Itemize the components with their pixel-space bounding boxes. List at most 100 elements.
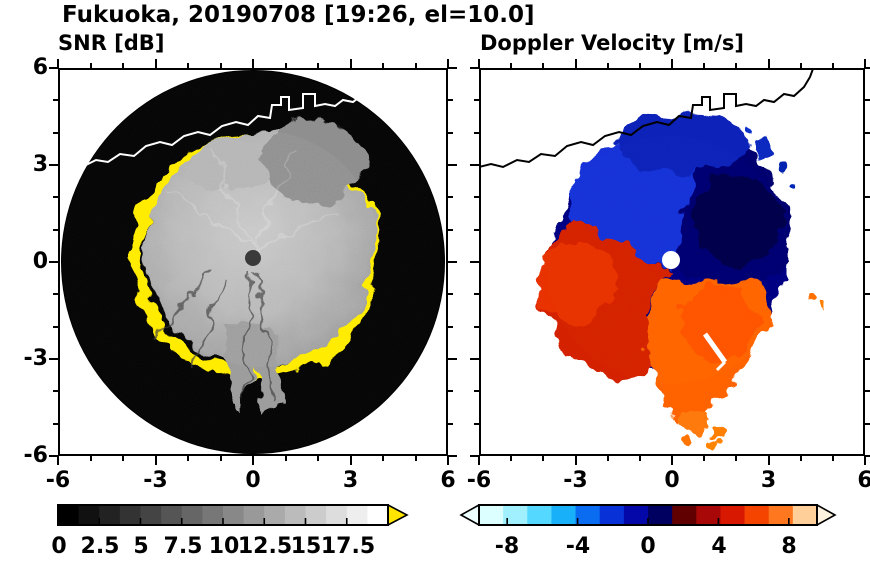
axis-tick (542, 456, 545, 461)
snr-radar-image (60, 70, 445, 454)
velocity-white-streak (702, 332, 728, 372)
colorbar-segment (503, 505, 528, 525)
axis-tick (865, 228, 870, 231)
axis-tick (865, 455, 870, 457)
axis-tick (187, 456, 189, 461)
axis-tick (474, 293, 479, 296)
colorbar-label: 8 (781, 534, 797, 559)
axis-tick (542, 63, 545, 68)
velocity-plot-frame (479, 68, 865, 456)
axis-tick (219, 456, 222, 461)
axis-tick (154, 456, 157, 465)
axis-tick (470, 164, 479, 166)
axis-tick (735, 456, 738, 461)
colorbar-segment (326, 505, 348, 525)
axis-tick (448, 131, 453, 134)
colorbar-segment (367, 505, 389, 525)
y-tick-label: 6 (32, 55, 48, 80)
colorbar-segment (479, 505, 504, 525)
velocity-orange-speck (806, 293, 816, 303)
axis-tick (735, 63, 738, 68)
colorbar-label: 15 (290, 534, 322, 559)
axis-tick (317, 456, 319, 461)
colorbar-segment (720, 505, 745, 525)
axis-tick (154, 59, 157, 68)
axis-tick (448, 164, 457, 166)
axis-tick (122, 456, 124, 461)
axis-tick (414, 456, 417, 461)
axis-tick (53, 390, 58, 393)
coastline-path (60, 70, 393, 169)
velocity-colorbar (459, 504, 837, 526)
y-tick-label: 0 (32, 249, 48, 274)
axis-tick (447, 59, 449, 68)
axis-tick (638, 456, 641, 461)
axis-tick (474, 325, 479, 328)
snr-overflow-arrow (387, 504, 409, 526)
colorbar-segment (119, 505, 141, 525)
axis-tick (831, 63, 834, 68)
x-tick-label: -3 (563, 468, 588, 493)
velocity-over-arrow (816, 504, 837, 526)
velocity-under-arrow (459, 504, 480, 526)
axis-tick (448, 390, 453, 393)
colorbar-segment (346, 505, 368, 525)
axis-tick (474, 131, 479, 134)
axis-tick (470, 455, 479, 457)
velocity-panel-title: Doppler Velocity [m/s] (480, 31, 744, 55)
axis-tick (474, 422, 479, 425)
x-tick-label: 0 (664, 468, 680, 493)
axis-tick (382, 63, 384, 68)
colorbar-segment (744, 505, 770, 525)
axis-tick (53, 99, 58, 102)
snr-echo-texture (143, 131, 379, 367)
velocity-blue-speck (775, 159, 787, 171)
axis-tick (606, 456, 609, 461)
velocity-blue-speck (753, 138, 773, 158)
velocity-blue-speck (744, 123, 754, 133)
colorbar-segment (140, 505, 162, 525)
colorbar-segment (527, 505, 552, 525)
colorbar-segment (161, 505, 183, 525)
axis-tick (284, 456, 287, 461)
axis-tick (53, 131, 58, 134)
axis-tick (671, 456, 673, 465)
axis-tick (252, 456, 254, 465)
axis-tick (122, 63, 124, 68)
axis-tick (49, 261, 58, 263)
axis-tick (865, 325, 870, 328)
axis-tick (865, 261, 870, 263)
coastline-path (481, 70, 814, 169)
colorbar-segment (768, 505, 794, 525)
colorbar-segment (599, 505, 625, 525)
axis-tick (767, 456, 770, 465)
axis-tick (49, 455, 58, 457)
radar-origin-dot (662, 251, 680, 269)
colorbar-label: 0 (640, 534, 656, 559)
x-tick-label: -6 (45, 468, 71, 493)
axis-tick (382, 456, 384, 461)
axis-tick (448, 228, 453, 231)
axis-tick (865, 293, 870, 296)
axis-tick (799, 456, 802, 461)
axis-tick (448, 358, 457, 360)
colorbar-label: -4 (565, 534, 591, 559)
colorbar-segment (99, 505, 121, 525)
colorbar-label: 7.5 (163, 534, 203, 559)
velocity-blue-speck (789, 184, 797, 192)
axis-tick (703, 456, 706, 461)
axis-tick (187, 63, 189, 68)
colorbar-segment (202, 505, 224, 525)
axis-tick (865, 390, 870, 393)
axis-tick (474, 196, 479, 199)
axis-tick (606, 63, 609, 68)
axis-tick (574, 59, 577, 68)
figure-title: Fukuoka, 20190708 [19:26, el=10.0] (62, 2, 535, 28)
axis-tick (89, 456, 92, 461)
colorbar-segment (696, 505, 721, 525)
axis-tick (574, 456, 577, 465)
axis-tick (252, 59, 254, 68)
snr-colorbar (57, 504, 409, 526)
y-tick-label: -6 (23, 443, 48, 468)
